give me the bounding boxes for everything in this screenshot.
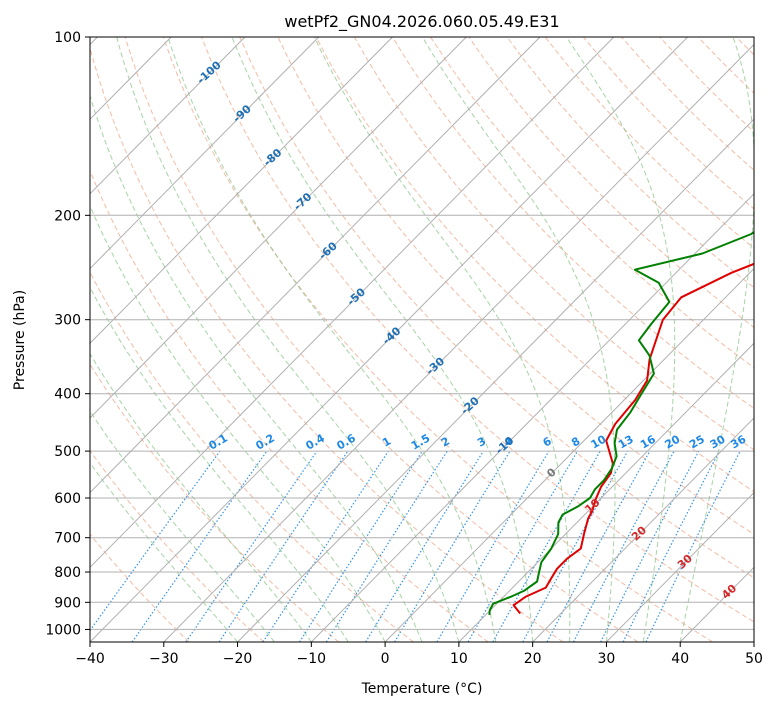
isotherm-line (90, 37, 320, 270)
mixing-ratio-line (394, 450, 511, 642)
mixing-ratio-line (325, 450, 448, 642)
moist-adiabat-line (90, 410, 275, 642)
dry-adiabat-line (506, 37, 754, 289)
x-tick-label: −30 (149, 651, 179, 667)
mixing-ratio-line (131, 450, 268, 642)
x-tick-label: −10 (297, 651, 327, 667)
x-tick-label: −40 (75, 651, 105, 667)
pressure-gridlines (90, 37, 754, 630)
x-tick-label: 20 (524, 651, 542, 667)
dewpoint-profile-line (488, 230, 754, 615)
x-tick-label: −20 (223, 651, 253, 667)
mixing-ratio-line (622, 450, 720, 642)
axis-ticks: −40 −30 −20 −10 0 10 20 30 40 50 100 200 300 400 500 60… (45, 30, 763, 667)
moist-adiabat-line (231, 37, 534, 642)
isotherm-line (606, 491, 754, 642)
x-tick-label: 40 (671, 651, 689, 667)
isotherm-line (90, 37, 615, 568)
moist-adiabat-line (116, 37, 460, 642)
mixing-ratio-line (600, 450, 700, 642)
dry-adiabat-line (90, 533, 190, 642)
isotherm-line (384, 267, 754, 642)
dry-adiabat-line (124, 37, 639, 642)
y-tick-label: 100 (54, 30, 81, 46)
moist-adiabat-line (313, 37, 571, 642)
y-tick-label: 700 (54, 531, 81, 547)
y-tick-label: 900 (54, 595, 81, 611)
moist-adiabat-line (679, 37, 754, 642)
y-tick-label: 400 (54, 387, 81, 403)
isotherm-line (532, 417, 754, 642)
isotherm-line (163, 43, 754, 642)
y-axis-label: Pressure (hPa) (12, 290, 28, 390)
moist-adiabat-line (565, 37, 676, 642)
dry-adiabat-line (392, 37, 754, 410)
mixing-ratio-line (546, 450, 651, 642)
x-tick-label: 50 (745, 651, 763, 667)
x-tick-label: 0 (381, 651, 390, 667)
dry-adiabat-line (90, 271, 414, 642)
temperature-profile-line (512, 262, 754, 615)
moist-adiabat-line (167, 37, 497, 642)
moist-adiabat-line (90, 462, 238, 642)
isotherm-line (90, 37, 246, 195)
dry-adiabat-line (277, 37, 754, 535)
moist-adiabat-line (421, 37, 616, 642)
y-tick-label: 300 (54, 313, 81, 329)
dry-adiabat-line (468, 37, 754, 329)
chart-title: wetPf2_GN04.2026.060.05.49.E31 (284, 12, 559, 32)
y-tick-label: 600 (54, 491, 81, 507)
mixing-ratio-line (185, 450, 318, 642)
isotherm-line (90, 37, 393, 344)
mixing-ratio-line (365, 450, 484, 642)
isotherm-line (237, 118, 754, 642)
mixing-ratio-line (218, 450, 349, 642)
y-tick-label: 500 (54, 444, 81, 460)
mixing-ratio-line (90, 450, 221, 632)
mixing-ratio-line (572, 450, 675, 642)
isotherms (90, 37, 754, 642)
mixing-ratio-line (492, 450, 601, 642)
mixing-ratio-line (262, 450, 389, 642)
mixing-ratio-lines (90, 450, 741, 642)
y-tick-label: 1000 (45, 622, 81, 638)
y-tick-label: 800 (54, 565, 81, 581)
isotherm-line (90, 37, 467, 419)
isotherm-line (310, 193, 754, 642)
moist-adiabat-line (90, 204, 386, 642)
dry-adiabat-line (315, 37, 754, 493)
x-tick-label: 30 (598, 651, 616, 667)
x-axis-label: Temperature (°C) (361, 681, 483, 697)
plot-frame (89, 36, 755, 643)
dry-adiabat-line (201, 37, 754, 623)
isotherm-line (90, 37, 688, 642)
profile-series (488, 230, 754, 615)
isotherm-line (90, 37, 541, 494)
y-tick-label: 200 (54, 208, 81, 224)
x-tick-label: 10 (450, 651, 468, 667)
mixing-ratio-line (522, 450, 629, 642)
mixing-ratio-line (299, 450, 423, 642)
dry-adiabat-line (239, 37, 754, 579)
isotherm-line (458, 342, 754, 642)
moist-adiabat-line (90, 286, 349, 642)
